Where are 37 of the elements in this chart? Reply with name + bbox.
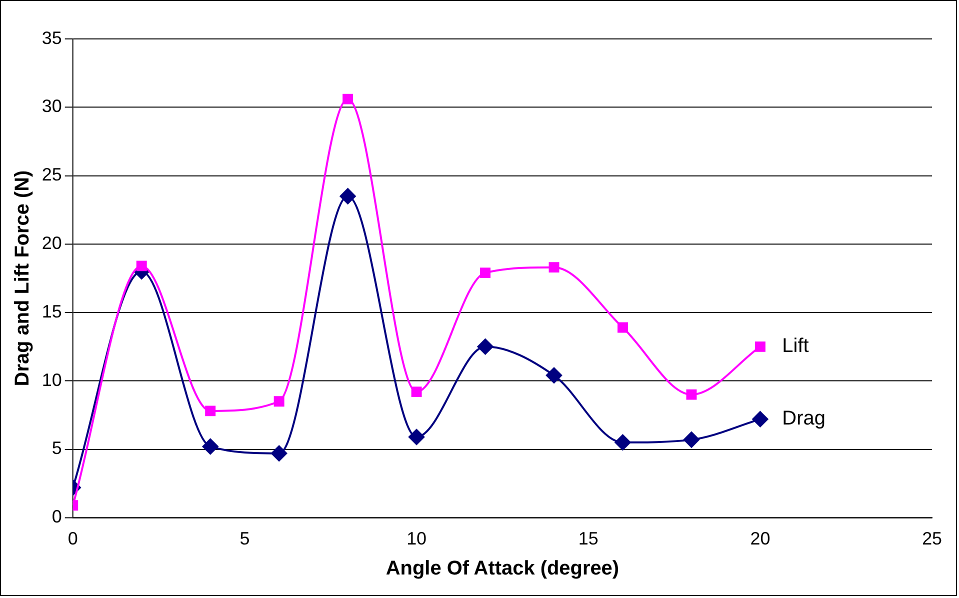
point: [411, 386, 422, 398]
point: [340, 188, 356, 204]
y-tick-label: 30: [42, 96, 62, 116]
x-axis-title: Angle Of Attack (degree): [386, 558, 620, 580]
point: [683, 432, 700, 448]
x-tick-label: 5: [240, 528, 250, 548]
x-tick-label: 25: [922, 528, 942, 548]
point: [480, 268, 491, 278]
point: [271, 445, 288, 462]
y-tick-label: 0: [52, 506, 62, 527]
x-tick-label: 0: [68, 528, 78, 548]
point: [546, 367, 562, 384]
point: [342, 94, 354, 104]
point: [754, 341, 766, 352]
point: [752, 411, 768, 428]
y-tick-label: 20: [42, 233, 62, 254]
point: [202, 438, 218, 455]
y-tick-label: 25: [42, 164, 62, 185]
x-tick-label: 20: [750, 528, 770, 548]
y-tick-label: 10: [42, 370, 62, 390]
y-axis-title: Drag and Lift Force (N): [11, 170, 34, 386]
y-tick-label: 35: [42, 28, 62, 48]
point: [274, 396, 284, 407]
point: [548, 262, 560, 273]
point: [205, 406, 216, 416]
point: [136, 260, 147, 272]
series-label: Lift: [782, 335, 810, 358]
point: [477, 338, 494, 355]
series-label: Drag: [782, 408, 826, 430]
y-tick-label: 5: [52, 438, 62, 458]
y-tick-label: 15: [42, 301, 62, 322]
point: [618, 322, 628, 333]
point: [686, 389, 697, 400]
point: [614, 434, 631, 450]
x-tick-label: 15: [578, 528, 598, 548]
x-tick-label: 10: [406, 528, 427, 548]
point: [408, 428, 425, 445]
